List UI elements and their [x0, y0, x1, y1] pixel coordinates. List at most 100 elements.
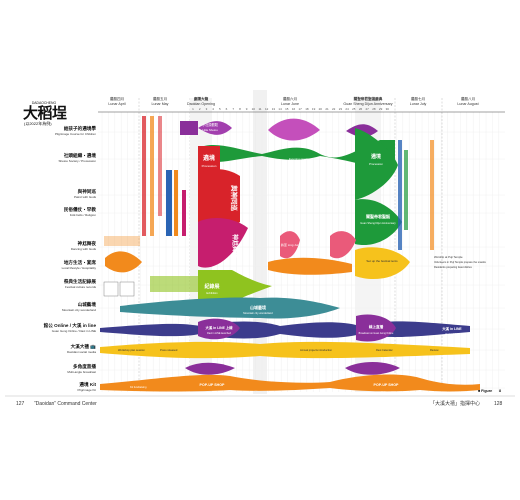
anniversary-block: [355, 199, 402, 246]
band-note: Kit fundraising: [130, 385, 147, 389]
band-subtitle: Broadcast on Guan Gong Online: [359, 332, 394, 335]
right-running-title: 「大溪大禧」指揮中心: [430, 400, 480, 407]
procession-peak: [355, 128, 398, 200]
band-note: Annual projects introduction: [300, 348, 333, 352]
row-label-en: Guan Gong Online / Daxi in LINE: [52, 329, 96, 333]
row-label-en: Pilgrimage Course for Children: [55, 132, 96, 136]
special-column-zh: 關聖帝君聖誕慶典: [354, 96, 383, 101]
hospitality-feast: [355, 247, 410, 280]
dancing-block: [198, 218, 248, 268]
logo: 大稻埕: [23, 104, 67, 122]
day-number: 19: [312, 107, 316, 111]
dancing-with-gods-band: 神尪舞夜 將軍 Ling Jun: [198, 218, 356, 268]
band-title: 神尪舞夜: [231, 234, 239, 259]
exhibition-band: 紀錄展 Exhibition: [150, 270, 272, 302]
day-number: 23: [339, 107, 343, 111]
row-label-zh: 多角度直播: [73, 363, 96, 370]
online-band: 大溪 in LINE 上線 Daxi in LINE launched 線上直播…: [100, 314, 470, 342]
broadcast-lens: [345, 362, 400, 375]
day-number: 4: [212, 107, 214, 111]
children-course-lens: [198, 121, 232, 135]
band-note: 小社頭體驗: [202, 122, 219, 127]
band-title: POP-UP SHOP: [200, 383, 225, 387]
patrol-block: [198, 169, 240, 229]
band-title: POP-UP SHOP: [374, 383, 399, 387]
anniversary-columns: [398, 140, 434, 250]
exhibition-prep: [150, 276, 198, 292]
prep-box: [103, 281, 119, 297]
row-label-zh: 社頭組織・遶境: [63, 152, 97, 159]
left-page-number: 127: [16, 401, 25, 407]
band-note: 將軍 Ling Jun: [281, 242, 300, 247]
month-label-zh: 農曆四月: [110, 96, 124, 101]
day-number: 13: [272, 107, 276, 111]
row-label-en: Shetou Society / Procession: [58, 159, 96, 163]
kit-band: POP-UP SHOP POP-UP SHOP Kit fundraising: [100, 374, 480, 392]
month-label-zh: 農曆五月: [153, 96, 167, 101]
row-label-en: Dancing with Gods: [71, 247, 97, 251]
special-column-en: Daoidan Opening: [187, 102, 215, 106]
day-number-row: 1 2 3 4 5 6 7 8 9 10 11 12 13 14 15 16 17 18 19 20 21 22 23 24 2…: [192, 107, 389, 111]
day-number: 27: [366, 107, 370, 111]
exhibition-block: [198, 270, 272, 302]
hospitality-lens: [105, 251, 142, 273]
children-course-block: [180, 121, 198, 135]
special-column-zh: 慶讚大龍: [193, 96, 209, 101]
month-label-en: Lunar June: [281, 102, 299, 106]
row-label-zh: 祭典生活記錄展: [63, 278, 97, 285]
day-number: 10: [252, 107, 256, 111]
dance-lens: [280, 231, 300, 259]
band-title: 紀錄展: [204, 283, 219, 290]
kit-ribbon: [100, 374, 480, 392]
day-number: 3: [206, 107, 208, 111]
anniversary-column: [404, 150, 408, 230]
prep-column: [158, 116, 162, 216]
left-running-title: “Daoidan” Command Center: [34, 401, 97, 407]
day-number: 28: [372, 107, 376, 111]
band-title: 大溪 in LINE: [442, 326, 462, 331]
band-subtitle: Daxi in LINE: [445, 333, 459, 336]
day-number: 12: [265, 107, 269, 111]
row-label-zh: 與神同巡: [78, 188, 97, 195]
prep-box: [119, 281, 135, 297]
prep-column: [104, 236, 140, 246]
social-media-band: Workshop plan session Press released Ann…: [100, 341, 470, 359]
day-number: 17: [299, 107, 303, 111]
row-label-en: Festival culture records: [65, 285, 97, 289]
band-title: 山城藝境: [250, 304, 266, 310]
broadcast-lens: [185, 362, 235, 375]
prep-column: [174, 170, 178, 236]
row-label-en: Daxidaxi social media: [67, 350, 96, 354]
row-label-zh: 大溪大禧 📺: [71, 343, 97, 350]
day-number: 9: [246, 107, 248, 111]
row-label-zh: 山城藝境: [78, 301, 97, 308]
row-label-en: Patrol with Gods: [74, 195, 97, 199]
band-subtitle: Guan Sheng Dijun Anniversary: [360, 221, 396, 225]
month-header: 農曆四月 Lunar April 農曆五月 Lunar May 慶讚大龍 Dao…: [108, 96, 478, 106]
day-number: 6: [226, 107, 228, 111]
figure-number: 8: [499, 389, 501, 393]
prep-column: [166, 170, 172, 236]
month-label-zh: 農曆六月: [283, 96, 297, 101]
day-number: 14: [278, 107, 282, 111]
day-number: 16: [292, 107, 296, 111]
day-number: 18: [305, 107, 309, 111]
anniversary-band: 關聖帝君聖誕 Guan Sheng Dijun Anniversary: [355, 199, 402, 246]
row-label-zh: 館公 Online / 大溪 in line: [43, 322, 97, 329]
day-number: 30: [386, 107, 390, 111]
special-column-en: Guan Sheng Dijun Anniversary: [343, 102, 392, 106]
day-number: 22: [332, 107, 336, 111]
month-label-en: Lunar August: [457, 102, 478, 106]
month-label-en: Lunar July: [410, 102, 427, 106]
day-number: 1: [192, 107, 194, 111]
social-media-ribbon: [100, 341, 470, 359]
prep-column: [150, 116, 154, 236]
row-label-zh: 給孩子的遶境學: [64, 125, 97, 132]
band-note: Press released: [160, 348, 178, 352]
mountain-city-ribbon: [120, 297, 340, 319]
patrol-with-gods-band: 與神同巡: [198, 169, 240, 229]
band-note: Residents preparing feast dishes: [434, 265, 472, 269]
procession-wave: [198, 140, 395, 170]
band-subtitle: Procession: [202, 164, 217, 168]
